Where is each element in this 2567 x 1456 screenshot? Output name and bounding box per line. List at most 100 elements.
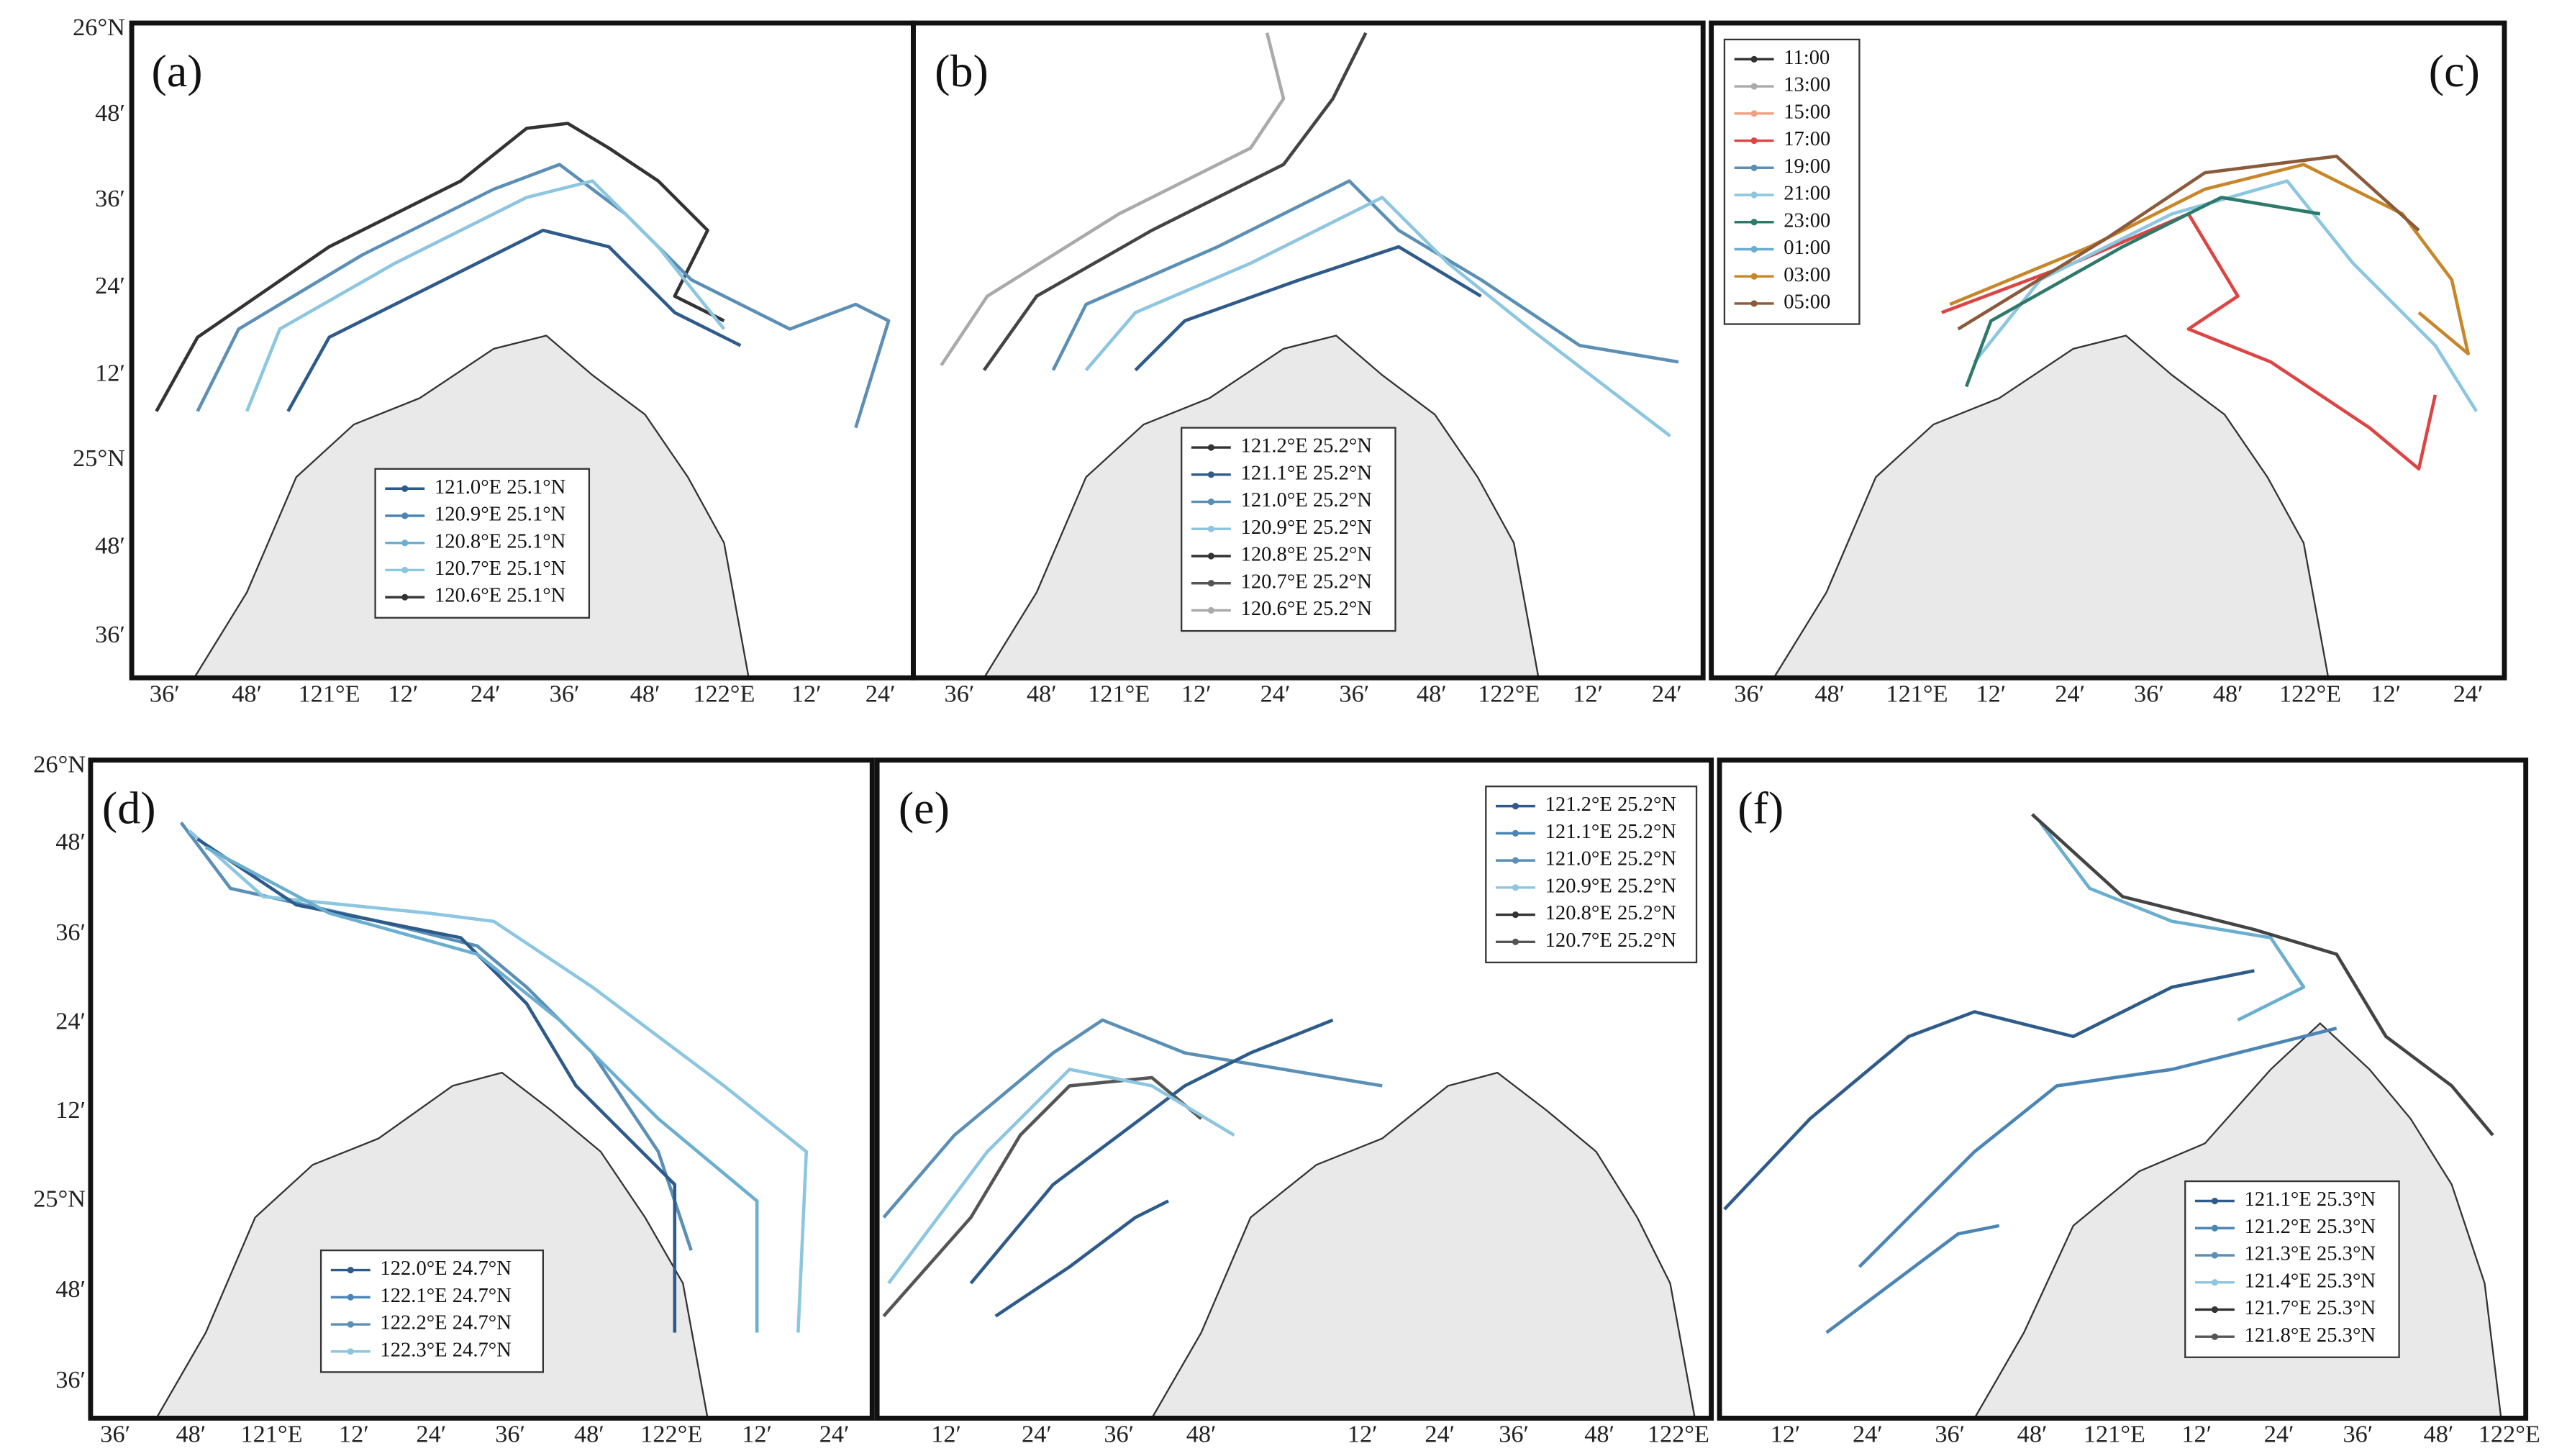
legend-label: 120.8°E 25.1°N — [435, 530, 565, 552]
legend-marker — [1750, 273, 1758, 280]
x-tick-label: 48′ — [574, 1420, 604, 1447]
legend-marker — [1207, 471, 1214, 478]
legend-marker — [1207, 606, 1214, 614]
x-tick-label: 12′ — [742, 1420, 772, 1447]
trajectory — [882, 1075, 1203, 1318]
trajectory — [1825, 1027, 2337, 1334]
legend-marker — [1750, 83, 1758, 90]
panel-frame — [874, 757, 1714, 1421]
y-tick-label: 36′ — [95, 185, 125, 212]
legend-marker — [401, 485, 409, 492]
trajectories — [155, 32, 2494, 1334]
x-tick-label: 24′ — [1022, 1420, 1052, 1447]
legend-marker — [2211, 1333, 2219, 1340]
trajectory — [969, 1018, 1334, 1318]
legend-label: 120.7°E 25.2°N — [1545, 929, 1676, 952]
legend-marker — [347, 1266, 354, 1274]
x-tick-label: 48′ — [1584, 1420, 1614, 1447]
legend-label: 121.1°E 25.3°N — [2245, 1188, 2376, 1211]
x-tick-label: 12′ — [1771, 1420, 1801, 1447]
x-tick-label: 12′ — [1976, 680, 2007, 707]
legend-marker — [2211, 1197, 2219, 1205]
legend-label: 121.7°E 25.3°N — [2245, 1297, 2376, 1319]
legend-label: 121.2°E 25.3°N — [2245, 1216, 2376, 1238]
legend-label: 15:00 — [1784, 101, 1830, 123]
panel-frame — [1709, 20, 2507, 681]
land — [1150, 1071, 1696, 1419]
x-tick-label: 12′ — [931, 1420, 961, 1447]
legend-label: 121.2°E 25.2°N — [1545, 793, 1676, 816]
x-tick-label: 36′ — [495, 1420, 525, 1447]
y-tick-label: 48′ — [55, 1275, 86, 1303]
y-tick-label: 36′ — [95, 621, 125, 648]
y-tick-label: 12′ — [95, 359, 125, 386]
panel-frame — [1717, 757, 2529, 1421]
legend-marker — [2211, 1252, 2219, 1259]
x-tick-label: 48′ — [1814, 680, 1845, 707]
x-tick-label: 48′ — [232, 680, 262, 707]
legend-marker — [1750, 164, 1758, 171]
x-tick-label: 36′ — [945, 680, 975, 707]
legend-label: 120.8°E 25.2°N — [1545, 902, 1676, 924]
legend-label: 121.8°E 25.3°N — [2245, 1324, 2376, 1347]
trajectory — [245, 179, 726, 412]
legend-marker — [1750, 55, 1758, 63]
x-tick-label: 48′ — [1027, 680, 1057, 707]
legend-label: 122.3°E 24.7°N — [380, 1339, 511, 1361]
legend-label: 03:00 — [1784, 264, 1830, 286]
y-tick-label: 24′ — [95, 272, 125, 299]
trajectory — [1964, 196, 2321, 388]
x-tick-label: 12′ — [1573, 680, 1603, 707]
land — [1772, 335, 2330, 679]
trajectory — [204, 845, 759, 1333]
trajectory — [179, 822, 693, 1251]
trajectory — [155, 122, 725, 412]
trajectory — [2031, 813, 2494, 1137]
legend-label: 121.4°E 25.3°N — [2245, 1270, 2376, 1292]
x-tick-label: 12′ — [791, 680, 822, 707]
legend-label: 121.1°E 25.2°N — [1241, 462, 1372, 484]
legend-box — [1485, 786, 1698, 964]
legend-box — [2184, 1180, 2400, 1358]
x-tick-label: 12′ — [2181, 1420, 2212, 1447]
legend-marker — [1207, 525, 1214, 532]
trajectory — [2039, 822, 2306, 1022]
x-tick-label: 36′ — [1104, 1420, 1134, 1447]
x-tick-label: 24′ — [1260, 680, 1291, 707]
legend-label: 21:00 — [1784, 183, 1830, 205]
legend-marker — [347, 1348, 354, 1355]
x-tick-label: 36′ — [550, 680, 580, 707]
panel-frame — [88, 757, 875, 1421]
x-tick-label: 48′ — [1186, 1420, 1217, 1447]
x-tick-label: 24′ — [2055, 680, 2085, 707]
trajectory — [940, 32, 1286, 366]
x-tick-label: 48′ — [2017, 1420, 2048, 1447]
legend-marker — [401, 593, 409, 601]
trajectory — [1940, 212, 2437, 471]
x-tick-label: 24′ — [416, 1420, 446, 1447]
y-tick-label: 12′ — [55, 1096, 86, 1124]
legend-label: 01:00 — [1784, 237, 1830, 259]
legend-label: 19:00 — [1784, 155, 1830, 178]
y-tick-label: 48′ — [95, 99, 125, 127]
x-tick-label: 36′ — [150, 680, 180, 707]
legend-marker — [347, 1293, 354, 1301]
x-tick-label: 122°E — [693, 680, 755, 707]
legend-marker — [2211, 1279, 2219, 1286]
legend-marker — [1512, 857, 1519, 864]
y-tick-label: 48′ — [55, 828, 86, 855]
legend-marker — [1750, 191, 1758, 199]
x-tick-label: 36′ — [1935, 1420, 1965, 1447]
legend-label: 121.0°E 25.2°N — [1241, 489, 1372, 511]
legend-label: 120.9°E 25.2°N — [1241, 517, 1372, 539]
legend-label: 121.0°E 25.2°N — [1545, 848, 1676, 870]
legend-label: 23:00 — [1784, 209, 1830, 232]
x-tick-label: 12′ — [1348, 1420, 1378, 1447]
legend-marker — [401, 512, 409, 519]
legend-marker — [1207, 498, 1214, 506]
y-tick-label: 25°N — [33, 1185, 86, 1212]
legend-label: 122.0°E 24.7°N — [380, 1257, 511, 1280]
legend-marker — [401, 540, 409, 547]
legend-label: 120.6°E 25.1°N — [435, 585, 565, 607]
